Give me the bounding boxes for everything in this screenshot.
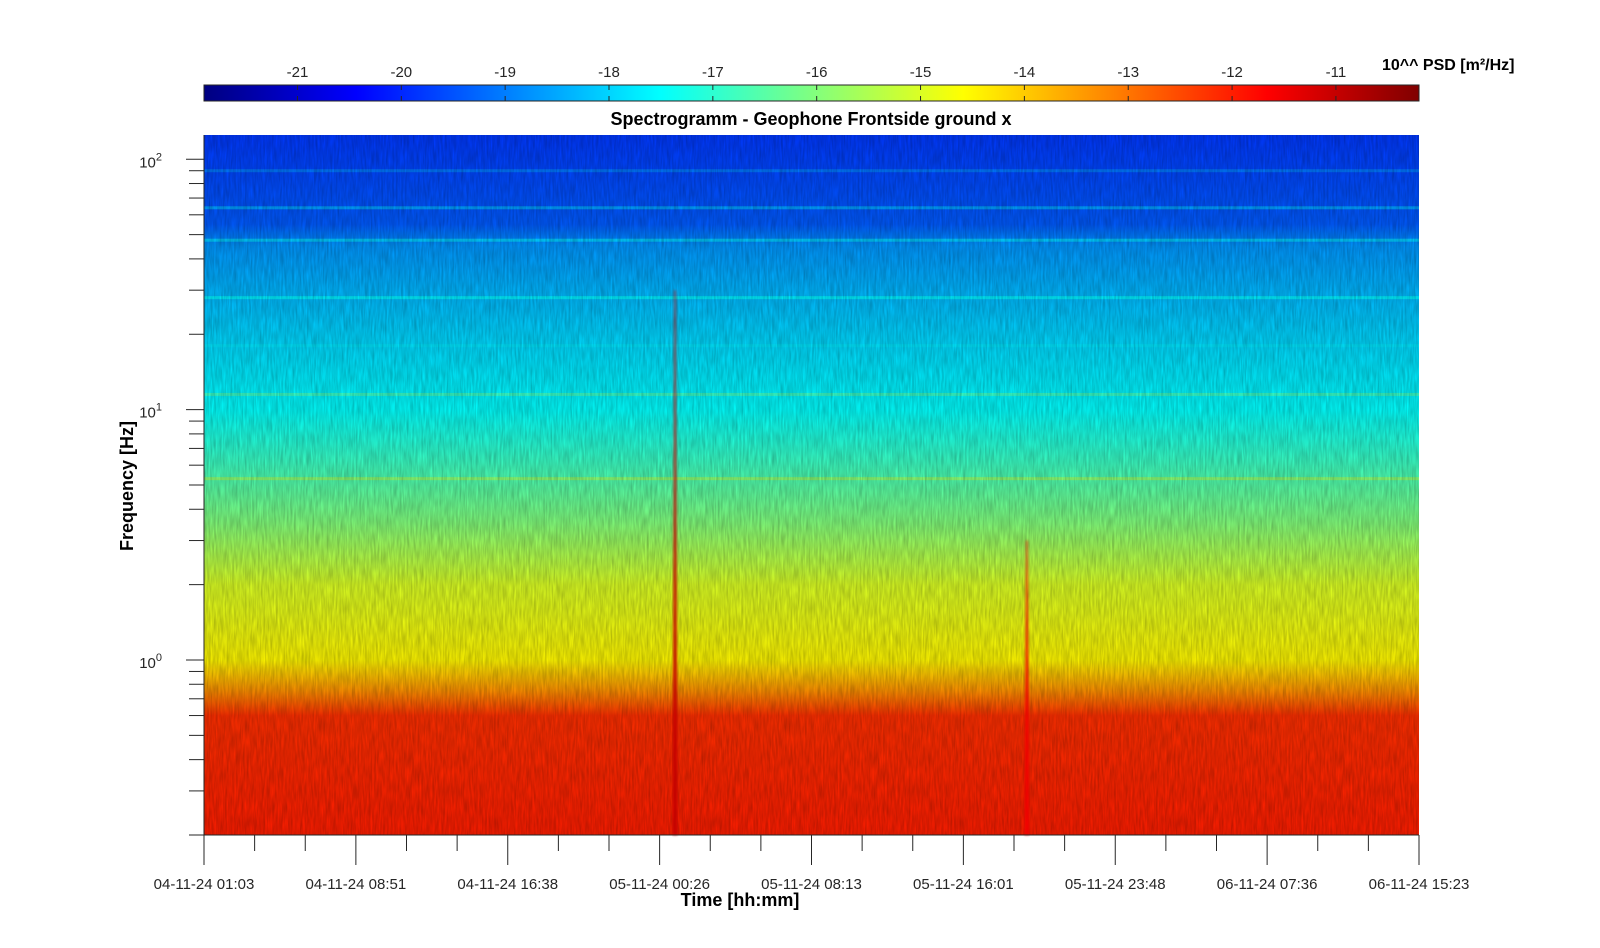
noise-texture — [204, 135, 1419, 835]
colorbar-tick-label: -13 — [1117, 64, 1139, 81]
colorbar-label: 10^^ PSD [m²/Hz] — [1382, 57, 1514, 74]
x-tick-label: 05-11-24 08:13 — [761, 876, 862, 893]
x-tick-label: 04-11-24 01:03 — [154, 876, 255, 893]
chart-title: Spectrogramm - Geophone Frontside ground… — [610, 109, 1011, 129]
colorbar-tick-label: -20 — [390, 64, 412, 81]
y-axis-label: Frequency [Hz] — [117, 421, 137, 551]
colorbar-tick-label: -12 — [1221, 64, 1243, 81]
y-tick-label: 100 — [139, 652, 162, 672]
x-tick-label: 04-11-24 08:51 — [306, 876, 407, 893]
x-axis: 04-11-24 01:03 04-11-24 08:51 04-11-24 16:… — [154, 834, 1470, 893]
events — [672, 290, 1030, 835]
y-tick-label: 102 — [139, 151, 162, 171]
colorbar-tick-label: -11 — [1326, 64, 1347, 81]
event-streak — [672, 290, 678, 835]
colorbar-tick-label: -21 — [287, 64, 309, 81]
colorbar-tick-label: -14 — [1014, 64, 1036, 81]
colorbar-tick-label: -17 — [702, 64, 724, 81]
x-tick-label: 05-11-24 23:48 — [1065, 876, 1166, 893]
colorbar: -21 -20 -19 -18 -17 -16 -15 -14 -13 -12 -11 10^^ P… — [203, 57, 1514, 102]
y-axis: 100 101 102 — [139, 135, 205, 836]
colorbar-ticks: -21 -20 -19 -18 -17 -16 -15 -14 -13 -12 -11 — [287, 64, 1347, 101]
colorbar-tick-label: -18 — [598, 64, 620, 81]
colorbar-tick-label: -16 — [806, 64, 828, 81]
x-tick-label: 06-11-24 07:36 — [1217, 876, 1318, 893]
x-axis-label: Time [hh:mm] — [681, 890, 800, 910]
y-tick-label: 101 — [139, 402, 162, 422]
x-tick-label: 05-11-24 00:26 — [609, 876, 710, 893]
x-tick-label: 05-11-24 16:01 — [913, 876, 1014, 893]
event-streak — [1024, 540, 1030, 835]
plot-area — [204, 135, 1419, 835]
colorbar-tick-label: -15 — [910, 64, 932, 81]
x-tick-label: 04-11-24 16:38 — [457, 876, 558, 893]
colorbar-bar — [203, 84, 1420, 102]
colorbar-tick-label: -19 — [494, 64, 516, 81]
x-tick-label: 06-11-24 15:23 — [1369, 876, 1470, 893]
